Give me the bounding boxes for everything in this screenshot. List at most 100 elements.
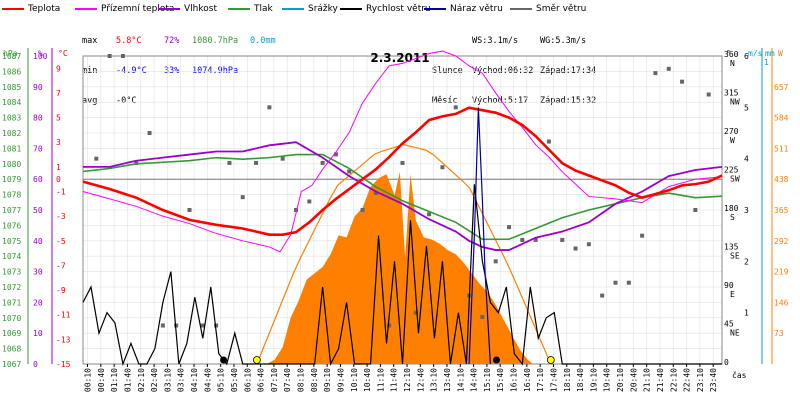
wind-direction-point xyxy=(320,160,325,165)
temperature-tick: -11 xyxy=(56,311,71,320)
x-tick: 07:40 xyxy=(283,368,292,392)
wind-tick: 6 xyxy=(744,52,749,61)
stats-block: max 5.8°C 72% 1080.7hPa 0.0mm min -4.9°C 33% 10… xyxy=(82,16,276,126)
wind-tick: 2 xyxy=(744,257,749,266)
humidity-tick: 0 xyxy=(33,360,38,369)
direction-tick: 90 xyxy=(724,281,734,290)
rain-axis-title: mm xyxy=(765,49,775,58)
wind-direction-point xyxy=(307,199,312,204)
stats-max-row: max 5.8°C 72% 1080.7hPa 0.0mm xyxy=(82,36,276,46)
direction-tick: 0 xyxy=(724,358,729,367)
pressure-tick: 1073 xyxy=(2,268,21,277)
stats-max-hum: 72% xyxy=(164,36,180,46)
wind-summary-row: WS:3.1m/s WG:5.3m/s xyxy=(432,36,596,46)
radiation-tick: 584 xyxy=(774,114,789,123)
pressure-tick: 1085 xyxy=(2,83,21,92)
legend-item: Vlhkost xyxy=(158,3,217,15)
direction-tick: 225 xyxy=(724,166,739,175)
direction-tick: 45 xyxy=(724,320,734,329)
wind-direction-point xyxy=(533,237,538,242)
wind-direction-point xyxy=(520,237,525,242)
wind-direction-point xyxy=(120,54,125,58)
stats-min-press: 1074.9hPa xyxy=(192,66,239,76)
legend-label: Srážky xyxy=(308,4,338,14)
wind-axis-title: m/s xyxy=(748,49,763,58)
x-tick: 03:10 xyxy=(163,368,172,392)
legend-item: Přízemní teplota xyxy=(75,3,174,15)
radiation-tick: 657 xyxy=(774,83,789,92)
x-tick: 11:10 xyxy=(376,368,385,392)
x-tick: 04:10 xyxy=(190,368,199,392)
humidity-line xyxy=(83,141,723,251)
temperature-axis-title: °C xyxy=(58,49,68,58)
legend-item: Srážky xyxy=(282,3,338,15)
wind-direction-point xyxy=(427,212,432,217)
wind-tick: 1 xyxy=(744,309,749,318)
x-tick: 11:40 xyxy=(390,368,399,392)
x-tick: 21:40 xyxy=(656,368,665,392)
humidity-tick: 100 xyxy=(33,52,48,61)
x-tick: 22:10 xyxy=(669,368,678,392)
wind-direction-point xyxy=(400,160,405,165)
x-tick: 20:40 xyxy=(629,368,638,392)
pressure-tick: 1071 xyxy=(2,298,21,307)
stats-max-temp: 5.8°C xyxy=(116,36,142,46)
rain-tick: 1 xyxy=(764,58,769,67)
sun-row: Slunce Východ:06:32 Západ:17:34 xyxy=(432,66,596,76)
x-tick: 10:40 xyxy=(363,368,372,392)
x-tick: 04:40 xyxy=(203,368,212,392)
direction-label: S xyxy=(730,213,735,222)
legend-label: Tlak xyxy=(254,4,273,14)
wind-direction-point xyxy=(440,165,445,170)
x-tick: 15:40 xyxy=(496,368,505,392)
x-tick: 18:40 xyxy=(576,368,585,392)
wind-direction-point xyxy=(387,323,392,328)
x-tick: 08:40 xyxy=(310,368,319,392)
legend-item: Náraz větru xyxy=(424,3,503,15)
wind-direction-point xyxy=(280,156,285,161)
pressure-tick: 1076 xyxy=(2,221,21,230)
legend-swatch xyxy=(2,8,24,10)
legend-item: Teplota xyxy=(2,3,60,15)
humidity-tick: 90 xyxy=(33,83,43,92)
direction-label: N xyxy=(730,59,735,68)
wind-direction-point xyxy=(613,280,618,285)
x-tick: 06:40 xyxy=(257,368,266,392)
humidity-tick: 70 xyxy=(33,144,43,153)
x-tick: 23:40 xyxy=(709,368,718,392)
humidity-tick: 10 xyxy=(33,329,43,338)
wind-direction-point xyxy=(107,54,112,58)
pressure-tick: 1086 xyxy=(2,67,21,76)
radiation-tick: 219 xyxy=(774,268,789,277)
stats-min-hum: 33% xyxy=(164,66,180,76)
direction-tick: 135 xyxy=(724,243,739,252)
x-tick: 10:10 xyxy=(350,368,359,392)
pressure-tick: 1067 xyxy=(2,360,21,369)
direction-label: NE xyxy=(730,329,740,338)
x-tick: 09:40 xyxy=(336,368,345,392)
direction-label: NW xyxy=(730,98,740,107)
pressure-tick: 1074 xyxy=(2,252,21,261)
wind-tick: 3 xyxy=(744,206,749,215)
temperature-tick: 5 xyxy=(56,114,61,123)
x-tick: 01:40 xyxy=(123,368,132,392)
stats-max-press: 1080.7hPa xyxy=(192,36,239,46)
legend-label: Směr větru xyxy=(536,4,587,14)
x-tick: 19:40 xyxy=(603,368,612,392)
radiation-tick: 146 xyxy=(774,298,789,307)
pressure-tick: 1081 xyxy=(2,144,21,153)
wind-direction-point xyxy=(227,160,232,165)
stats-avg-row: avg -0°C xyxy=(82,96,276,106)
x-tick: 12:40 xyxy=(416,368,425,392)
x-tick: 18:10 xyxy=(563,368,572,392)
humidity-tick: 30 xyxy=(33,268,43,277)
direction-tick: 315 xyxy=(724,89,739,98)
humidity-tick: 60 xyxy=(33,175,43,184)
radiation-tick: 365 xyxy=(774,206,789,215)
temperature-tick: -15 xyxy=(56,360,71,369)
sun-label: Slunce xyxy=(432,66,463,76)
pressure-tick: 1077 xyxy=(2,206,21,215)
legend-label: Rychlost větru xyxy=(366,4,431,14)
pressure-tick: 1082 xyxy=(2,129,21,138)
